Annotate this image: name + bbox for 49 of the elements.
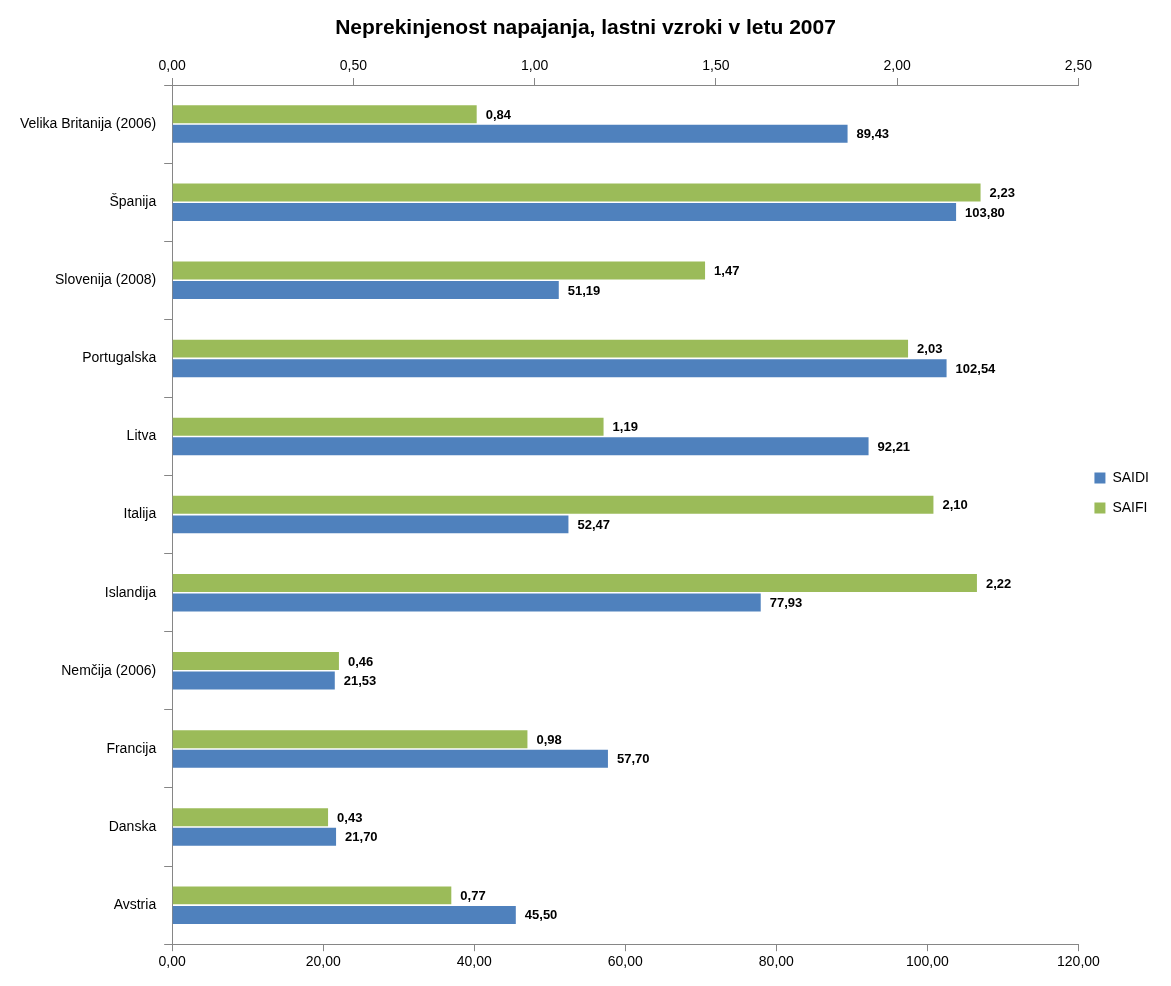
- data-label: 103,80: [965, 204, 1005, 220]
- x-tick-label: 120,00: [1057, 953, 1101, 970]
- data-label: 89,43: [856, 126, 890, 142]
- y-tick-label: Velika Britanija (2006): [20, 114, 157, 131]
- data-label: 21,70: [345, 829, 378, 845]
- x2-tick-label: 0,50: [339, 57, 368, 74]
- x-tick-label: 60,00: [607, 953, 644, 970]
- data-label: 21,53: [343, 673, 377, 689]
- y-tick-label: Slovenija (2008): [55, 271, 157, 288]
- x2-tick-label: 1,00: [521, 57, 549, 74]
- data-label: 102,54: [955, 360, 997, 376]
- x-tick-label: 80,00: [758, 953, 795, 970]
- y-tick-label: Portugalska: [82, 349, 157, 366]
- x-tick-label: 40,00: [456, 953, 492, 970]
- x2-tick-label: 2,00: [883, 57, 912, 74]
- legend-label: SAIDI: [1112, 468, 1150, 485]
- data-label: 2,23: [989, 184, 1015, 200]
- y-tick-label: Islandija: [104, 583, 157, 600]
- data-label: 1,47: [714, 263, 740, 279]
- x-tick-label: 100,00: [905, 953, 950, 970]
- y-tick-label: Nemčija (2006): [61, 661, 157, 678]
- data-label: 92,21: [877, 438, 911, 454]
- y-tick-label: Italija: [123, 505, 157, 522]
- x2-tick-label: 1,50: [702, 57, 730, 74]
- data-label: 77,93: [769, 595, 803, 611]
- x-tick-label: 0,00: [158, 953, 187, 970]
- data-label: 2,22: [985, 575, 1012, 591]
- data-label: 51,19: [567, 282, 601, 298]
- x2-tick-label: 0,00: [158, 57, 187, 74]
- y-tick-label: Litva: [126, 427, 157, 444]
- data-label: 45,50: [524, 907, 558, 923]
- data-label: 1,19: [612, 419, 638, 435]
- x2-tick-label: 2,50: [1064, 57, 1093, 74]
- y-tick-label: Španija: [109, 193, 157, 210]
- y-tick-label: Francija: [106, 739, 157, 756]
- data-label: 2,03: [917, 341, 943, 357]
- data-label: 0,43: [337, 809, 363, 825]
- data-label: 57,70: [616, 751, 650, 767]
- data-label: 0,84: [485, 106, 512, 122]
- x-tick-label: 20,00: [305, 953, 341, 970]
- legend-label: SAIFI: [1112, 498, 1148, 515]
- data-label: 0,77: [460, 887, 486, 903]
- y-tick-label: Avstria: [113, 896, 157, 912]
- data-label: 52,47: [577, 516, 610, 532]
- y-tick-label: Danska: [108, 817, 157, 834]
- data-label: 0,46: [347, 653, 374, 669]
- data-label: 2,10: [942, 497, 968, 513]
- chart-title: Neprekinjenost napajanja, lastni vzroki v letu 2007: [335, 15, 836, 39]
- data-label: 0,98: [536, 731, 562, 747]
